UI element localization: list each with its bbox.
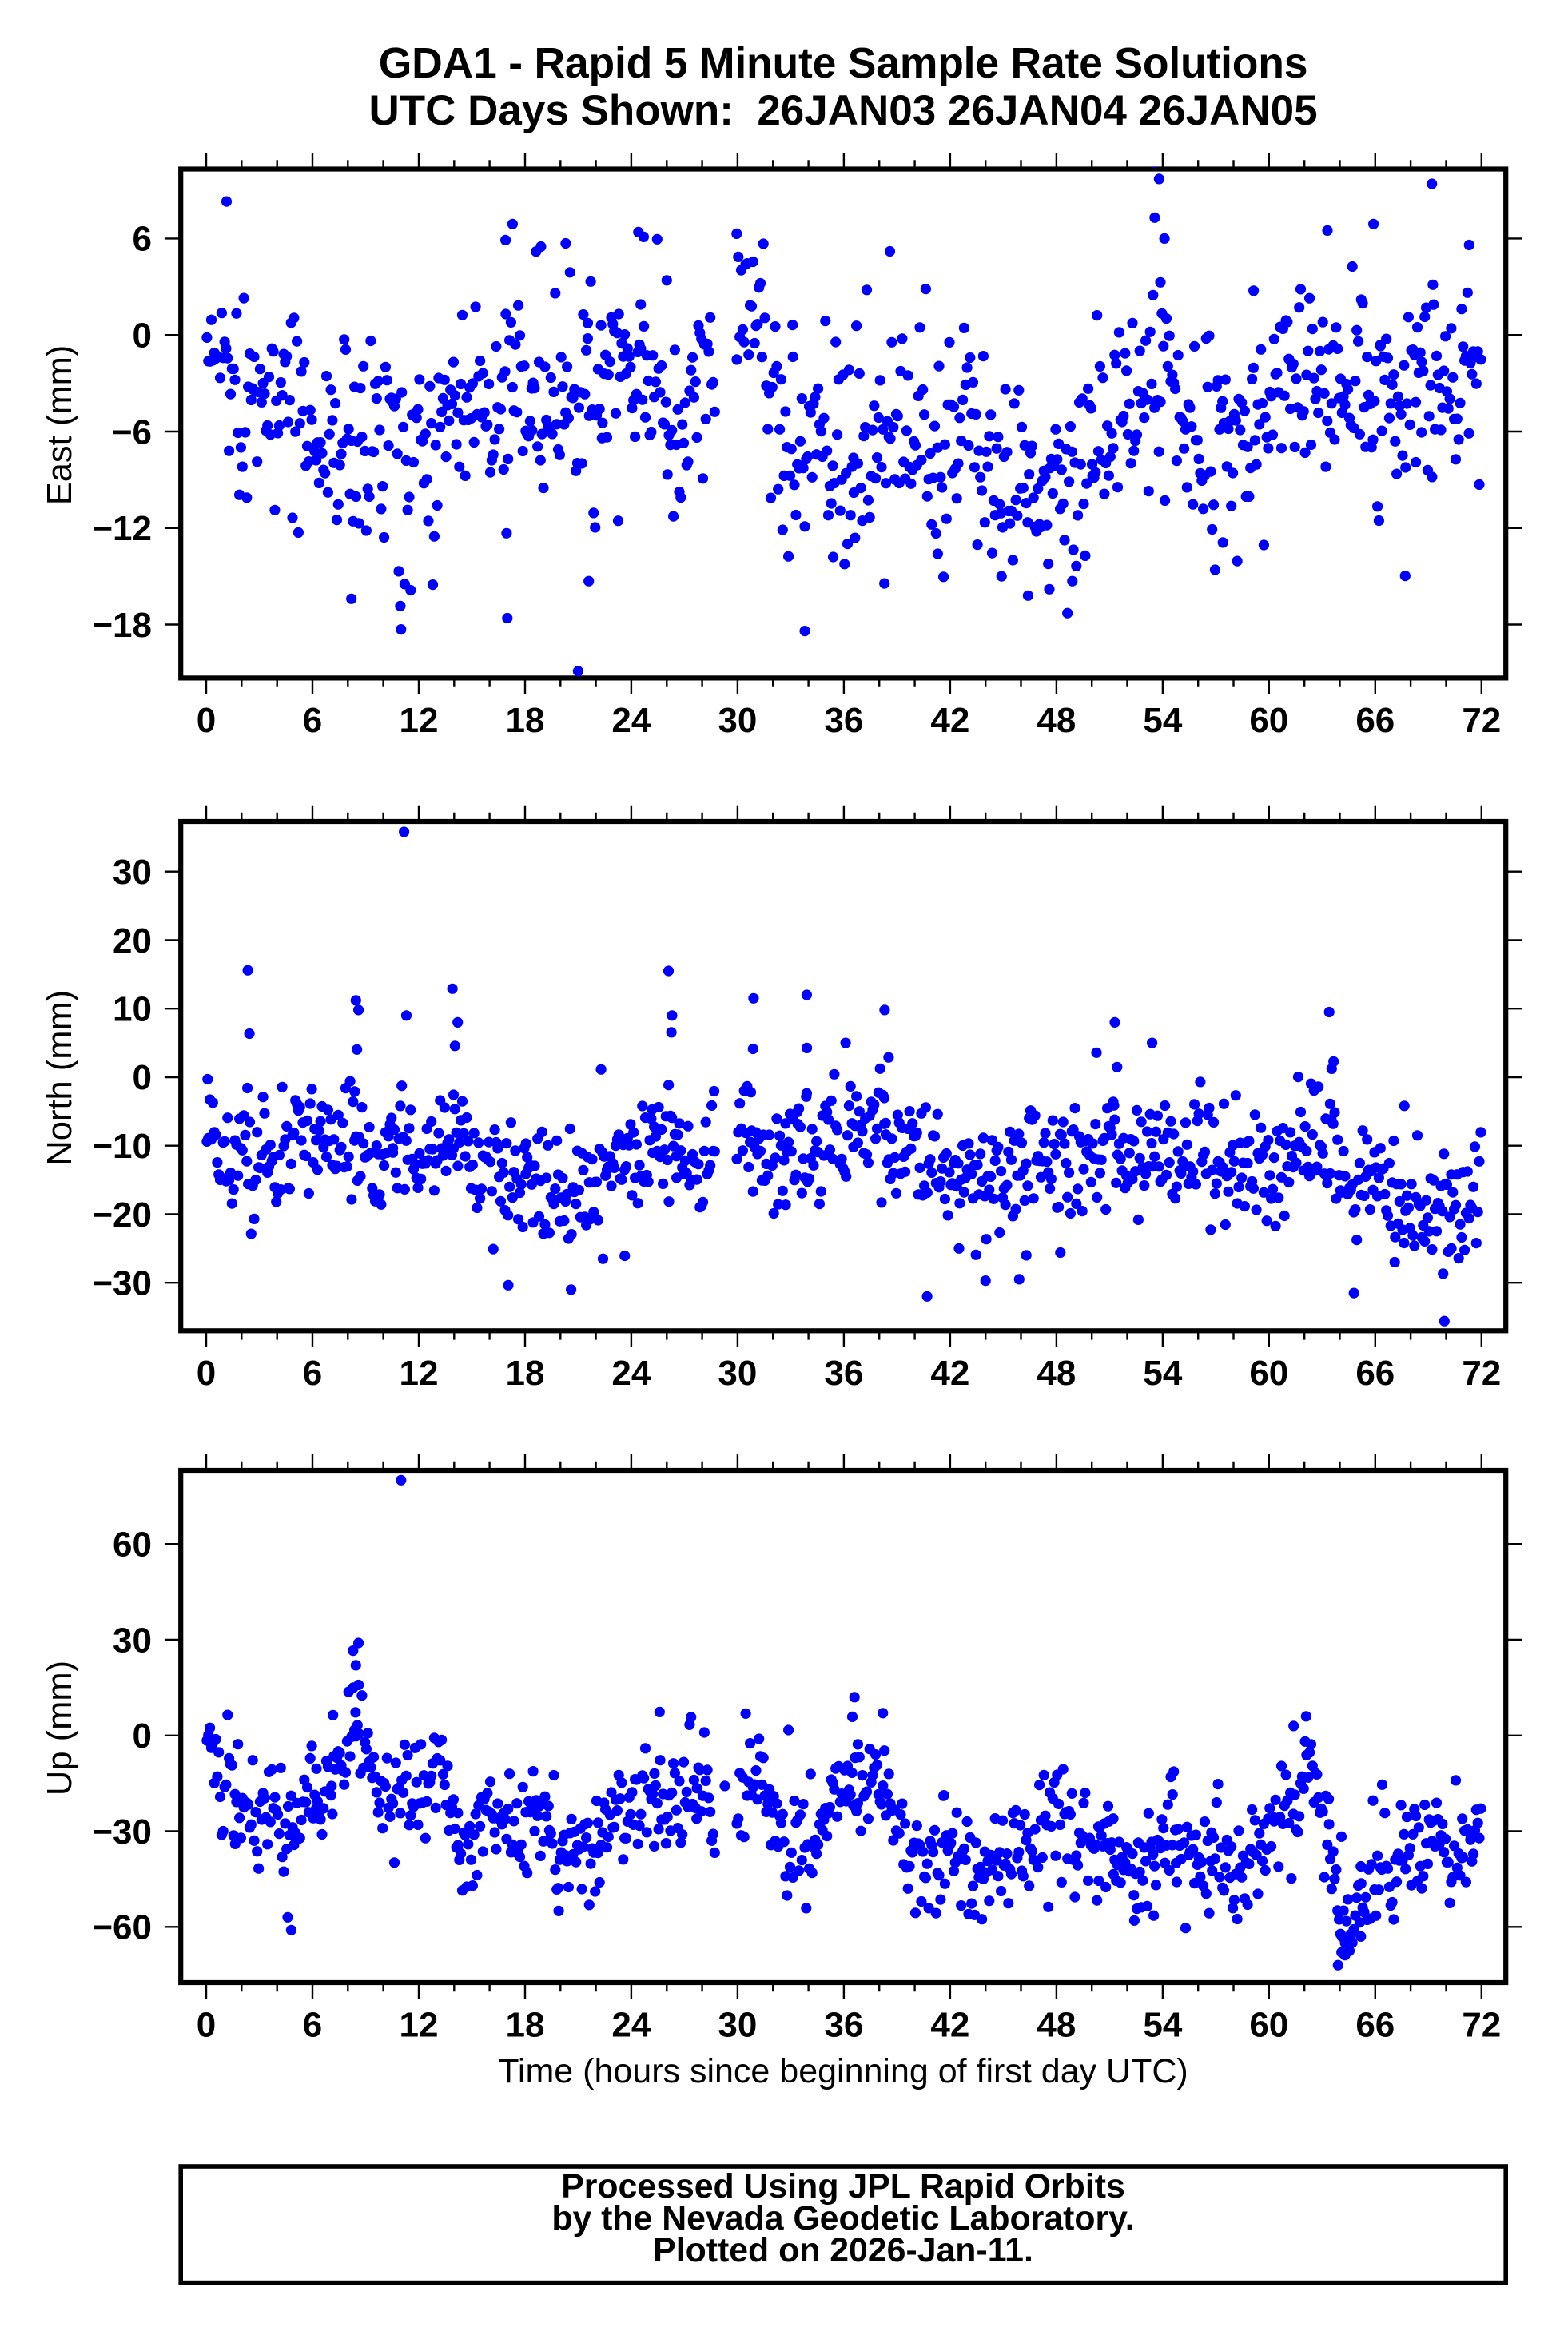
svg-text:66: 66 — [1355, 701, 1395, 740]
svg-text:6: 6 — [303, 2006, 322, 2045]
svg-text:18: 18 — [506, 701, 545, 740]
svg-text:42: 42 — [930, 2006, 969, 2045]
svg-text:18: 18 — [506, 2006, 545, 2045]
svg-text:6: 6 — [303, 701, 322, 740]
svg-text:Up (mm): Up (mm) — [41, 1661, 79, 1796]
svg-text:66: 66 — [1355, 2006, 1395, 2045]
svg-text:12: 12 — [400, 701, 439, 740]
svg-text:12: 12 — [400, 1354, 439, 1393]
svg-text:54: 54 — [1143, 1354, 1182, 1393]
svg-text:30: 30 — [718, 1354, 757, 1393]
svg-text:42: 42 — [930, 701, 969, 740]
svg-text:36: 36 — [824, 2006, 863, 2045]
svg-text:0: 0 — [133, 316, 152, 356]
svg-text:60: 60 — [1249, 2006, 1288, 2045]
svg-text:72: 72 — [1462, 2006, 1501, 2045]
svg-text:72: 72 — [1462, 701, 1501, 740]
svg-text:6: 6 — [133, 220, 152, 259]
svg-text:Time (hours since beginning of: Time (hours since beginning of first day… — [498, 2052, 1188, 2090]
svg-text:30: 30 — [113, 1621, 152, 1660]
svg-text:36: 36 — [824, 701, 863, 740]
svg-text:66: 66 — [1355, 1354, 1395, 1393]
svg-text:24: 24 — [611, 1354, 651, 1393]
svg-text:54: 54 — [1143, 2006, 1182, 2045]
svg-text:30: 30 — [113, 853, 152, 892]
svg-text:48: 48 — [1037, 1354, 1076, 1393]
svg-text:East (mm): East (mm) — [41, 345, 79, 506]
svg-text:0: 0 — [133, 1716, 152, 1756]
svg-text:UTC Days Shown: 26JAN03 26JAN: UTC Days Shown: 26JAN03 26JAN04 26JAN05 — [368, 87, 1317, 134]
svg-text:24: 24 — [611, 2006, 651, 2045]
svg-text:−12: −12 — [92, 509, 152, 548]
svg-text:−18: −18 — [92, 606, 152, 645]
svg-text:42: 42 — [930, 1354, 969, 1393]
svg-text:−60: −60 — [92, 1908, 152, 1947]
svg-text:30: 30 — [718, 701, 757, 740]
svg-text:20: 20 — [113, 921, 152, 961]
svg-text:24: 24 — [611, 701, 651, 740]
svg-text:30: 30 — [718, 2006, 757, 2045]
svg-text:−6: −6 — [112, 412, 152, 451]
svg-text:0: 0 — [133, 1058, 152, 1097]
svg-text:60: 60 — [1249, 1354, 1288, 1393]
svg-text:12: 12 — [400, 2006, 439, 2045]
svg-text:0: 0 — [197, 701, 216, 740]
svg-text:Plotted on 2026-Jan-11.: Plotted on 2026-Jan-11. — [653, 2231, 1033, 2269]
svg-text:North (mm): North (mm) — [41, 990, 79, 1166]
svg-text:36: 36 — [824, 1354, 863, 1393]
svg-text:54: 54 — [1143, 701, 1182, 740]
svg-text:60: 60 — [113, 1526, 152, 1565]
svg-text:Processed Using JPL Rapid Orbi: Processed Using JPL Rapid Orbits — [561, 2167, 1125, 2206]
svg-text:−10: −10 — [92, 1127, 152, 1166]
svg-text:48: 48 — [1037, 2006, 1076, 2045]
svg-text:10: 10 — [113, 990, 152, 1029]
svg-text:6: 6 — [303, 1354, 322, 1393]
svg-text:18: 18 — [506, 1354, 545, 1393]
svg-text:0: 0 — [197, 2006, 216, 2045]
svg-text:−20: −20 — [92, 1195, 152, 1235]
svg-text:−30: −30 — [92, 1812, 152, 1852]
svg-text:0: 0 — [197, 1354, 216, 1393]
svg-text:48: 48 — [1037, 701, 1076, 740]
svg-text:by the Nevada Geodetic Laborat: by the Nevada Geodetic Laboratory. — [551, 2199, 1134, 2238]
svg-text:60: 60 — [1249, 701, 1288, 740]
svg-text:GDA1 - Rapid 5 Minute Sample R: GDA1 - Rapid 5 Minute Sample Rate Soluti… — [379, 40, 1308, 87]
svg-text:−30: −30 — [92, 1264, 152, 1303]
svg-text:72: 72 — [1462, 1354, 1501, 1393]
